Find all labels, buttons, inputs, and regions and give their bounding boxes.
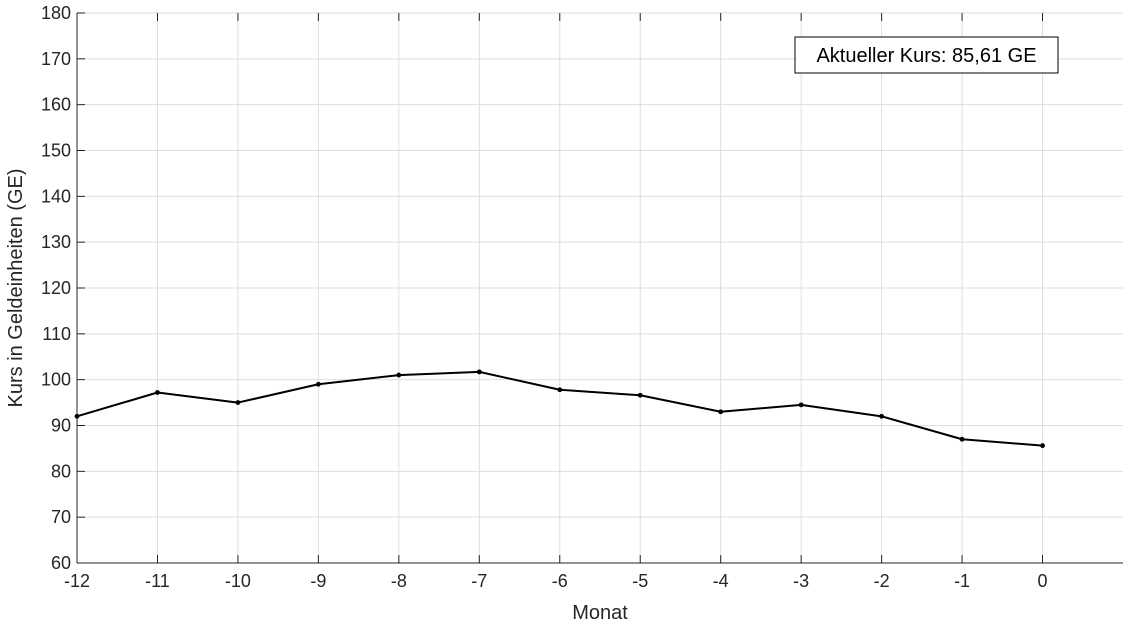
data-point <box>396 372 402 378</box>
annotation-frame <box>794 36 1059 74</box>
x-tick-label: -3 <box>793 571 809 591</box>
y-tick-label: 150 <box>41 141 71 161</box>
x-tick-label: -12 <box>64 571 90 591</box>
data-point <box>1040 443 1045 449</box>
series <box>74 369 1045 449</box>
data-point <box>155 390 160 395</box>
x-tick-label: -10 <box>225 571 251 591</box>
x-axis-title: Monat <box>572 602 628 624</box>
data-point <box>476 369 482 375</box>
data-point <box>879 413 885 419</box>
axes <box>76 12 1123 564</box>
x-tick-label: -5 <box>632 571 648 591</box>
y-tick-label: 110 <box>42 324 71 344</box>
annotation-box: Aktueller Kurs: 85,61 GE <box>794 36 1059 74</box>
data-point <box>235 400 241 405</box>
x-tick-label: -8 <box>391 571 407 591</box>
data-point <box>557 387 563 393</box>
x-tick-label: -11 <box>145 571 170 591</box>
y-tick-labels: 60 70 80 90 100 110 120 130 140 150 160 170 180 <box>41 3 71 573</box>
data-point <box>718 409 724 415</box>
y-tick-label: 120 <box>41 278 71 298</box>
x-tick-labels: -12 -11 -10 -9 -8 -7 -6 -5 -4 -3 -2 -1 0 <box>64 571 1048 591</box>
data-point <box>637 392 643 398</box>
data-point <box>959 436 965 442</box>
y-tick-label: 160 <box>41 95 71 115</box>
annotation-text: Aktueller Kurs: 85,61 GE <box>816 45 1036 67</box>
y-tick-label: 100 <box>41 370 71 390</box>
grid <box>76 12 1123 564</box>
y-tick-label: 60 <box>51 553 71 573</box>
x-tick-label: -1 <box>954 571 970 591</box>
x-tick-label: -9 <box>310 571 326 591</box>
data-point <box>315 381 321 387</box>
x-tick-label: 0 <box>1038 571 1048 591</box>
data-point <box>74 413 80 419</box>
y-axis-title: Kurs in Geldeinheiten (GE) <box>5 168 27 407</box>
y-tick-label: 70 <box>51 507 71 527</box>
y-tick-label: 180 <box>41 3 71 23</box>
y-tick-label: 80 <box>51 461 71 481</box>
x-tick-label: -4 <box>713 571 729 591</box>
y-tick-label: 90 <box>51 416 71 436</box>
data-point <box>798 402 804 408</box>
y-tick-label: 170 <box>41 49 71 69</box>
x-tick-label: -6 <box>552 571 568 591</box>
y-tick-label: 140 <box>41 186 71 206</box>
x-tick-label: -2 <box>874 571 890 591</box>
y-tick-label: 130 <box>41 232 71 252</box>
x-tick-label: -7 <box>471 571 487 591</box>
